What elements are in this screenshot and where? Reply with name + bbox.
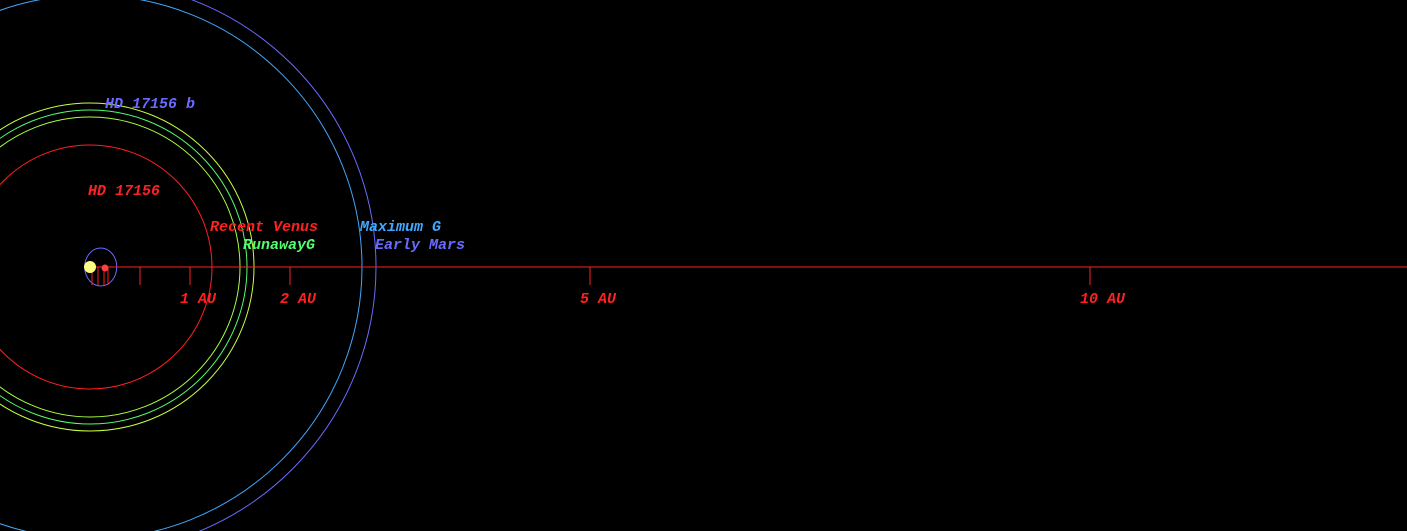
tick-label: 10 AU [1080,291,1126,308]
tick-label: 2 AU [280,291,317,308]
ticks: 1 AU 2 AU 5 AU 10 AU [180,267,1126,308]
zone-orbit [0,0,363,531]
zone-label: Maximum G [359,219,441,236]
star-label: HD 17156 [88,183,160,200]
planet-label: HD 17156 b [105,96,195,113]
zone-label: RunawayG [243,237,315,254]
zone-orbit [190,0,377,531]
orbits [0,0,377,531]
zone-label: Early Mars [375,237,465,254]
planet [101,264,109,272]
tick-label: 5 AU [580,291,617,308]
star [84,261,96,273]
zone-label: Recent Venus [210,219,318,236]
tick-label: 1 AU [180,291,217,308]
